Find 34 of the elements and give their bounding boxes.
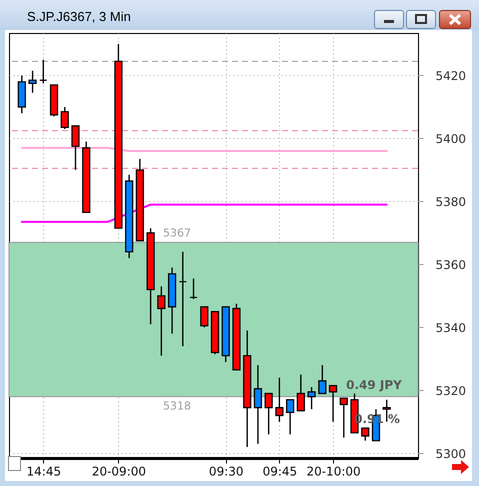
x-tick-label: 09:45 — [262, 464, 298, 478]
y-tick-label: 5300 — [436, 446, 466, 461]
candlestick — [60, 106, 69, 130]
candlestick — [361, 427, 370, 442]
x-tick-label: 20-09:00 — [92, 464, 146, 478]
y-tick-label: 5400 — [436, 132, 466, 146]
candlestick — [157, 286, 166, 356]
candlestick — [264, 392, 273, 436]
candlestick — [39, 59, 48, 84]
chart-title: S.JP.J6367, 3 Min — [27, 9, 131, 24]
candlestick — [296, 374, 305, 412]
y-tick-label: 5320 — [436, 384, 466, 398]
candlestick — [307, 386, 316, 410]
y-tick-label: 5360 — [436, 258, 466, 272]
annotation: 5367 — [163, 226, 191, 240]
x-tick-label: 20-10:00 — [306, 464, 361, 478]
candlestick — [28, 70, 37, 94]
candlestick — [178, 251, 187, 347]
annotation: 5318 — [163, 400, 191, 413]
candlestick — [340, 398, 348, 438]
candlestick — [200, 306, 208, 328]
y-tick-label: 5340 — [436, 320, 466, 335]
candlestick — [328, 384, 338, 422]
candlestick — [275, 377, 284, 422]
y-tick-label: 5380 — [436, 194, 466, 209]
candlestick — [286, 399, 294, 436]
x-tick-label: 14:45 — [26, 464, 62, 478]
candlestick — [71, 125, 80, 171]
annotation: 0.49 JPY — [346, 378, 402, 392]
y-tick-label: 5420 — [436, 69, 466, 83]
candlestick — [318, 364, 326, 394]
candlestick — [189, 278, 198, 300]
x-tick-label: 09:30 — [208, 464, 244, 478]
candlestick — [254, 364, 262, 444]
